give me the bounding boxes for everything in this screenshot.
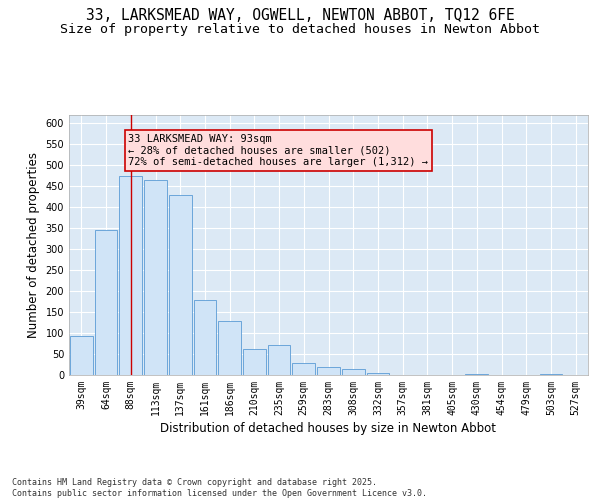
Bar — [144, 180, 167, 375]
Bar — [243, 348, 266, 375]
Bar — [539, 374, 562, 375]
Bar — [466, 374, 488, 375]
Text: 33 LARKSMEAD WAY: 93sqm
← 28% of detached houses are smaller (502)
72% of semi-d: 33 LARKSMEAD WAY: 93sqm ← 28% of detache… — [128, 134, 428, 167]
Bar — [194, 300, 216, 375]
Bar — [268, 345, 290, 375]
Bar — [95, 230, 118, 375]
X-axis label: Distribution of detached houses by size in Newton Abbot: Distribution of detached houses by size … — [161, 422, 497, 435]
Bar — [342, 369, 365, 375]
Y-axis label: Number of detached properties: Number of detached properties — [27, 152, 40, 338]
Text: Size of property relative to detached houses in Newton Abbot: Size of property relative to detached ho… — [60, 22, 540, 36]
Text: Contains HM Land Registry data © Crown copyright and database right 2025.
Contai: Contains HM Land Registry data © Crown c… — [12, 478, 427, 498]
Bar — [70, 336, 93, 375]
Text: 33, LARKSMEAD WAY, OGWELL, NEWTON ABBOT, TQ12 6FE: 33, LARKSMEAD WAY, OGWELL, NEWTON ABBOT,… — [86, 8, 514, 22]
Bar — [367, 373, 389, 375]
Bar — [317, 366, 340, 375]
Bar — [169, 194, 191, 375]
Bar — [292, 364, 315, 375]
Bar — [218, 322, 241, 375]
Bar — [119, 176, 142, 375]
